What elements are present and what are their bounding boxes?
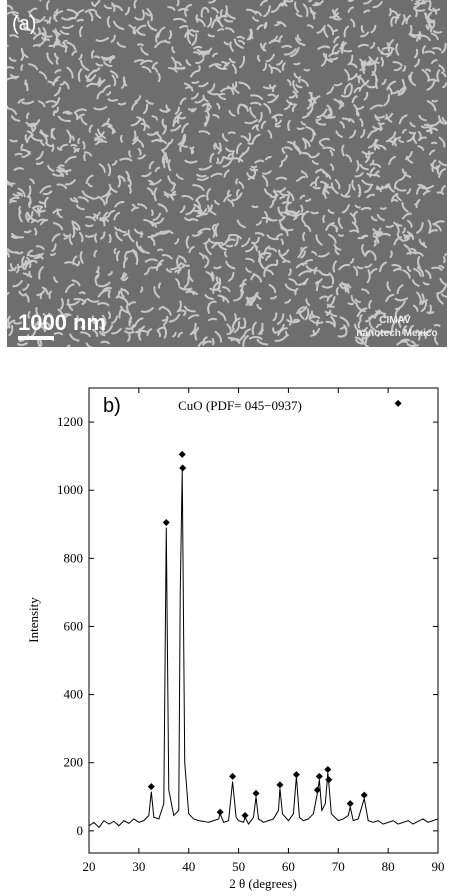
sem-texture xyxy=(7,0,447,347)
texture-strokes xyxy=(7,0,447,347)
x-tick-label: 60 xyxy=(282,859,295,874)
peak-marker xyxy=(315,772,323,780)
y-tick-label: 600 xyxy=(64,618,84,633)
panel-label: (a) xyxy=(12,13,36,35)
legend-label: CuO (PDF= 045−0937) xyxy=(178,398,302,413)
sem-image: (a) 1000 nm CIMAV nanotech Mexico xyxy=(7,0,447,347)
y-tick-label: 0 xyxy=(77,823,84,838)
peak-marker xyxy=(252,789,260,797)
scale-bar xyxy=(18,336,54,340)
y-tick-label: 1000 xyxy=(57,482,83,497)
peak-marker xyxy=(276,781,284,789)
peak-marker xyxy=(178,450,186,458)
panel-label: b) xyxy=(103,395,121,417)
y-tick-label: 400 xyxy=(64,687,84,702)
x-tick-label: 30 xyxy=(132,859,145,874)
scale-bar-label: 1000 nm xyxy=(18,310,106,335)
watermark: nanotech Mexico xyxy=(356,328,437,339)
y-tick-label: 1200 xyxy=(57,414,83,429)
y-tick-label: 800 xyxy=(64,550,84,565)
peak-marker xyxy=(292,771,300,779)
peak-marker xyxy=(324,766,332,774)
xrd-pattern xyxy=(88,469,439,829)
x-tick-label: 80 xyxy=(382,859,395,874)
legend-marker xyxy=(394,399,402,407)
peak-marker xyxy=(360,791,368,799)
peak-marker xyxy=(229,772,237,780)
peak-marker xyxy=(216,808,224,816)
peak-marker xyxy=(147,783,155,791)
peak-marker xyxy=(313,786,321,794)
peak-marker xyxy=(325,776,333,784)
y-axis-label: Intensity xyxy=(26,597,41,643)
peak-marker xyxy=(162,519,170,527)
watermark: CIMAV xyxy=(379,315,411,326)
x-axis-label: 2 θ (degrees) xyxy=(229,876,297,891)
plot-frame xyxy=(88,387,439,854)
peak-marker xyxy=(346,800,354,808)
peak-marker xyxy=(241,812,249,820)
x-tick-label: 90 xyxy=(432,859,445,874)
x-tick-label: 40 xyxy=(182,859,195,874)
y-tick-label: 200 xyxy=(64,755,84,770)
x-tick-label: 20 xyxy=(83,859,96,874)
x-tick-label: 50 xyxy=(232,859,245,874)
peak-marker xyxy=(179,464,187,472)
x-tick-label: 70 xyxy=(332,859,345,874)
